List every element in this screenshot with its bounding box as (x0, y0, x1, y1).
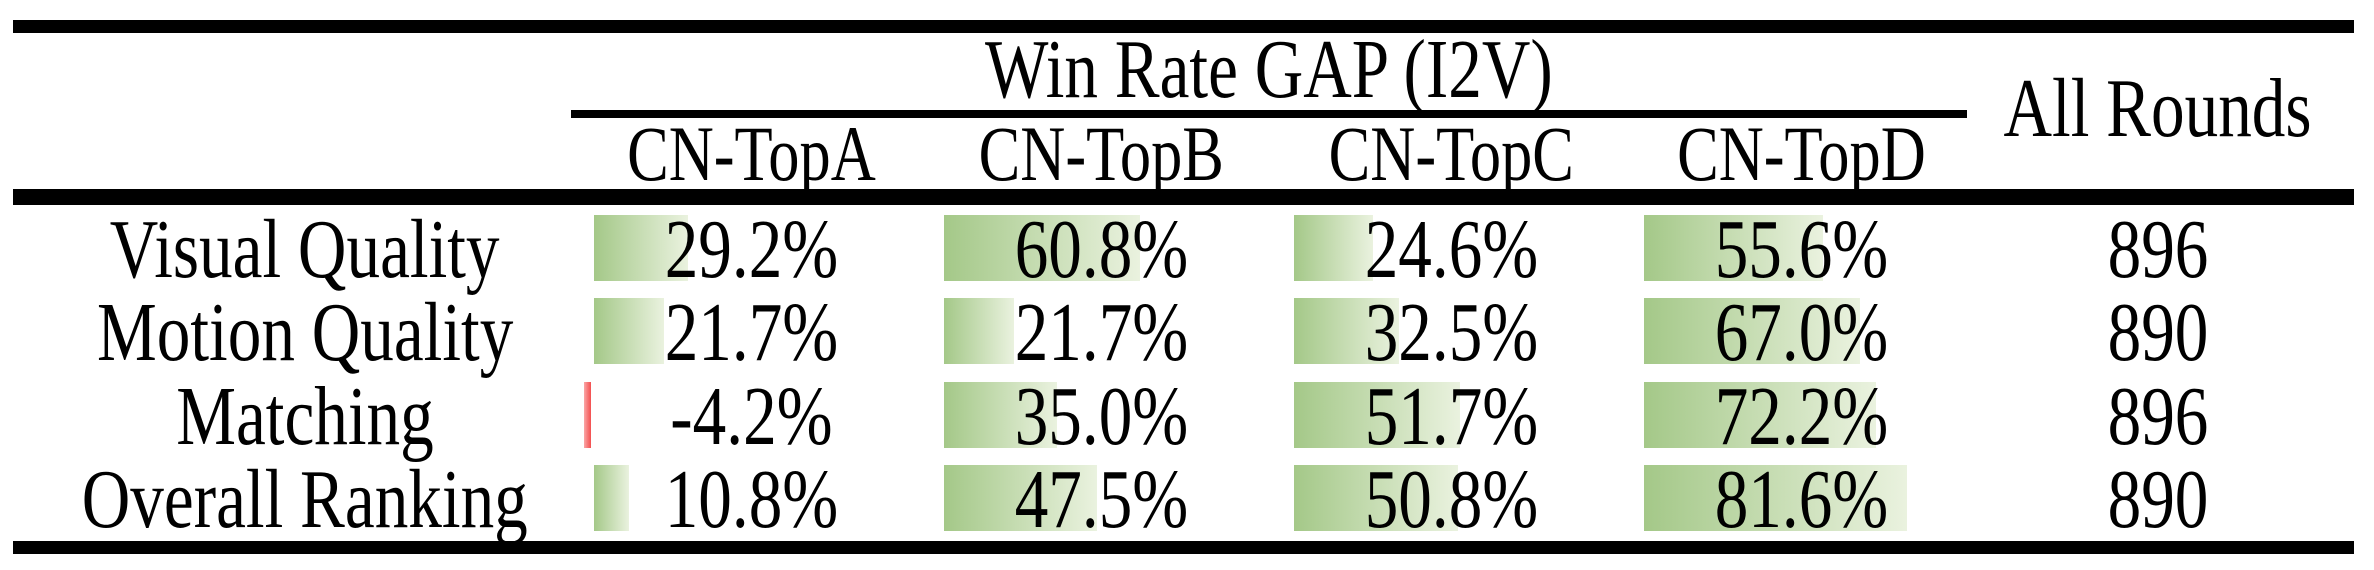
data-bar-positive (594, 298, 664, 364)
column-header-text: CN-TopD (1676, 110, 1926, 197)
data-bar-positive (944, 298, 1014, 364)
row-label-text: Motion Quality (96, 285, 514, 379)
data-cell-value: 24.6% (1364, 202, 1538, 296)
data-cell-value: 81.6% (1714, 452, 1888, 546)
all-rounds-header: All Rounds (1990, 33, 2326, 185)
data-cell-value: 32.5% (1364, 285, 1538, 379)
all-rounds-cell: 896 (1990, 369, 2326, 463)
row-label: Matching (40, 369, 570, 463)
data-bar-positive (1644, 382, 1876, 448)
row-label-text: Visual Quality (110, 202, 500, 296)
data-bar-positive (594, 215, 688, 281)
row-label-text: Matching (176, 369, 434, 463)
all-rounds-value: 890 (2107, 452, 2209, 546)
data-bar-positive (1294, 465, 1458, 531)
all-rounds-cell: 890 (1990, 452, 2326, 546)
column-header: CN-TopA (576, 115, 926, 193)
data-cell-value: -4.2% (669, 369, 833, 463)
all-rounds-cell: 890 (1990, 285, 2326, 379)
column-header: CN-TopC (1276, 115, 1626, 193)
data-bar-positive (944, 382, 1057, 448)
data-cell: 10.8% (576, 452, 926, 546)
data-cell-value: 50.8% (1364, 452, 1538, 546)
data-cell: 21.7% (576, 285, 926, 379)
all-rounds-value: 896 (2107, 369, 2209, 463)
data-cell-value: 55.6% (1714, 202, 1888, 296)
header-group-rule (571, 110, 1967, 118)
data-cell: 55.6% (1626, 202, 1976, 296)
data-bar-positive (1644, 215, 1823, 281)
data-bar-positive (594, 465, 629, 531)
column-header: CN-TopB (926, 115, 1276, 193)
all-rounds-header-text: All Rounds (2003, 62, 2313, 155)
row-label: Overall Ranking (40, 452, 570, 546)
data-cell-value: 47.5% (1014, 452, 1188, 546)
data-cell: 60.8% (926, 202, 1276, 296)
all-rounds-value: 890 (2107, 285, 2209, 379)
row-label-text: Overall Ranking (81, 452, 529, 546)
data-cell: 81.6% (1626, 452, 1976, 546)
data-cell-value: 29.2% (664, 202, 838, 296)
data-bar-positive (1644, 298, 1860, 364)
all-rounds-value: 896 (2107, 202, 2209, 296)
table-bottom-rule (13, 541, 2354, 554)
all-rounds-cell: 896 (1990, 202, 2326, 296)
data-cell: 29.2% (576, 202, 926, 296)
data-cell-value: 35.0% (1014, 369, 1188, 463)
column-header-text: CN-TopC (1328, 110, 1574, 197)
data-cell: 32.5% (1276, 285, 1626, 379)
data-bar-positive (1644, 465, 1907, 531)
data-cell: 24.6% (1276, 202, 1626, 296)
data-cell-value: 67.0% (1714, 285, 1888, 379)
data-cell: 35.0% (926, 369, 1276, 463)
data-cell-value: 10.8% (664, 452, 838, 546)
data-cell-value: 21.7% (1014, 285, 1188, 379)
data-cell: 72.2% (1626, 369, 1976, 463)
data-cell-value: 51.7% (1364, 369, 1538, 463)
data-cell: 51.7% (1276, 369, 1626, 463)
data-bar-positive (944, 465, 1097, 531)
table-top-rule (13, 20, 2354, 33)
data-cell: 50.8% (1276, 452, 1626, 546)
data-bar-positive (1294, 215, 1373, 281)
row-label: Visual Quality (40, 202, 570, 296)
table-title: Win Rate GAP (I2V) (571, 23, 1967, 116)
table-title-text: Win Rate GAP (I2V) (985, 23, 1553, 116)
data-cell: 21.7% (926, 285, 1276, 379)
data-cell: 47.5% (926, 452, 1276, 546)
data-bar-positive (944, 215, 1140, 281)
data-cell-value: 21.7% (664, 285, 838, 379)
header-bottom-rule (13, 189, 2354, 205)
column-header-text: CN-TopB (978, 110, 1224, 197)
row-label: Motion Quality (40, 285, 570, 379)
data-cell: -4.2% (576, 369, 926, 463)
data-bar-positive (1294, 382, 1460, 448)
column-header-text: CN-TopA (626, 110, 876, 197)
data-cell-value: 72.2% (1714, 369, 1888, 463)
data-bar-negative (584, 382, 591, 448)
data-bar-positive (1294, 298, 1399, 364)
column-header: CN-TopD (1626, 115, 1976, 193)
data-cell: 67.0% (1626, 285, 1976, 379)
data-cell-value: 60.8% (1014, 202, 1188, 296)
